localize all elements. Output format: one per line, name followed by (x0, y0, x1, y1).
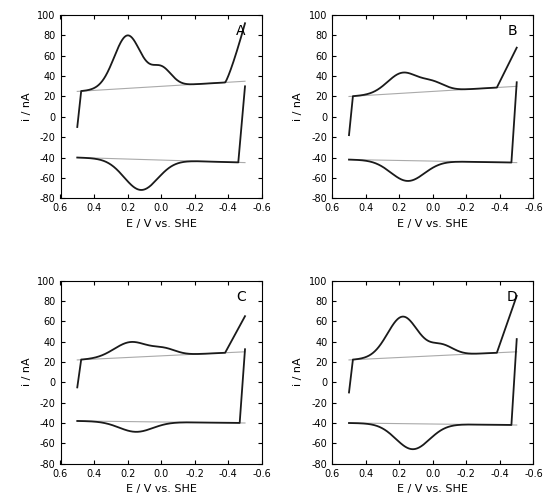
Y-axis label: i / nA: i / nA (294, 358, 304, 387)
X-axis label: E / V vs. SHE: E / V vs. SHE (398, 219, 468, 229)
Y-axis label: i / nA: i / nA (294, 92, 304, 121)
Y-axis label: i / nA: i / nA (21, 92, 32, 121)
Text: A: A (236, 24, 246, 38)
X-axis label: E / V vs. SHE: E / V vs. SHE (126, 484, 196, 494)
X-axis label: E / V vs. SHE: E / V vs. SHE (398, 484, 468, 494)
Text: C: C (236, 290, 246, 304)
Text: D: D (507, 290, 518, 304)
X-axis label: E / V vs. SHE: E / V vs. SHE (126, 219, 196, 229)
Text: B: B (508, 24, 518, 38)
Y-axis label: i / nA: i / nA (21, 358, 32, 387)
